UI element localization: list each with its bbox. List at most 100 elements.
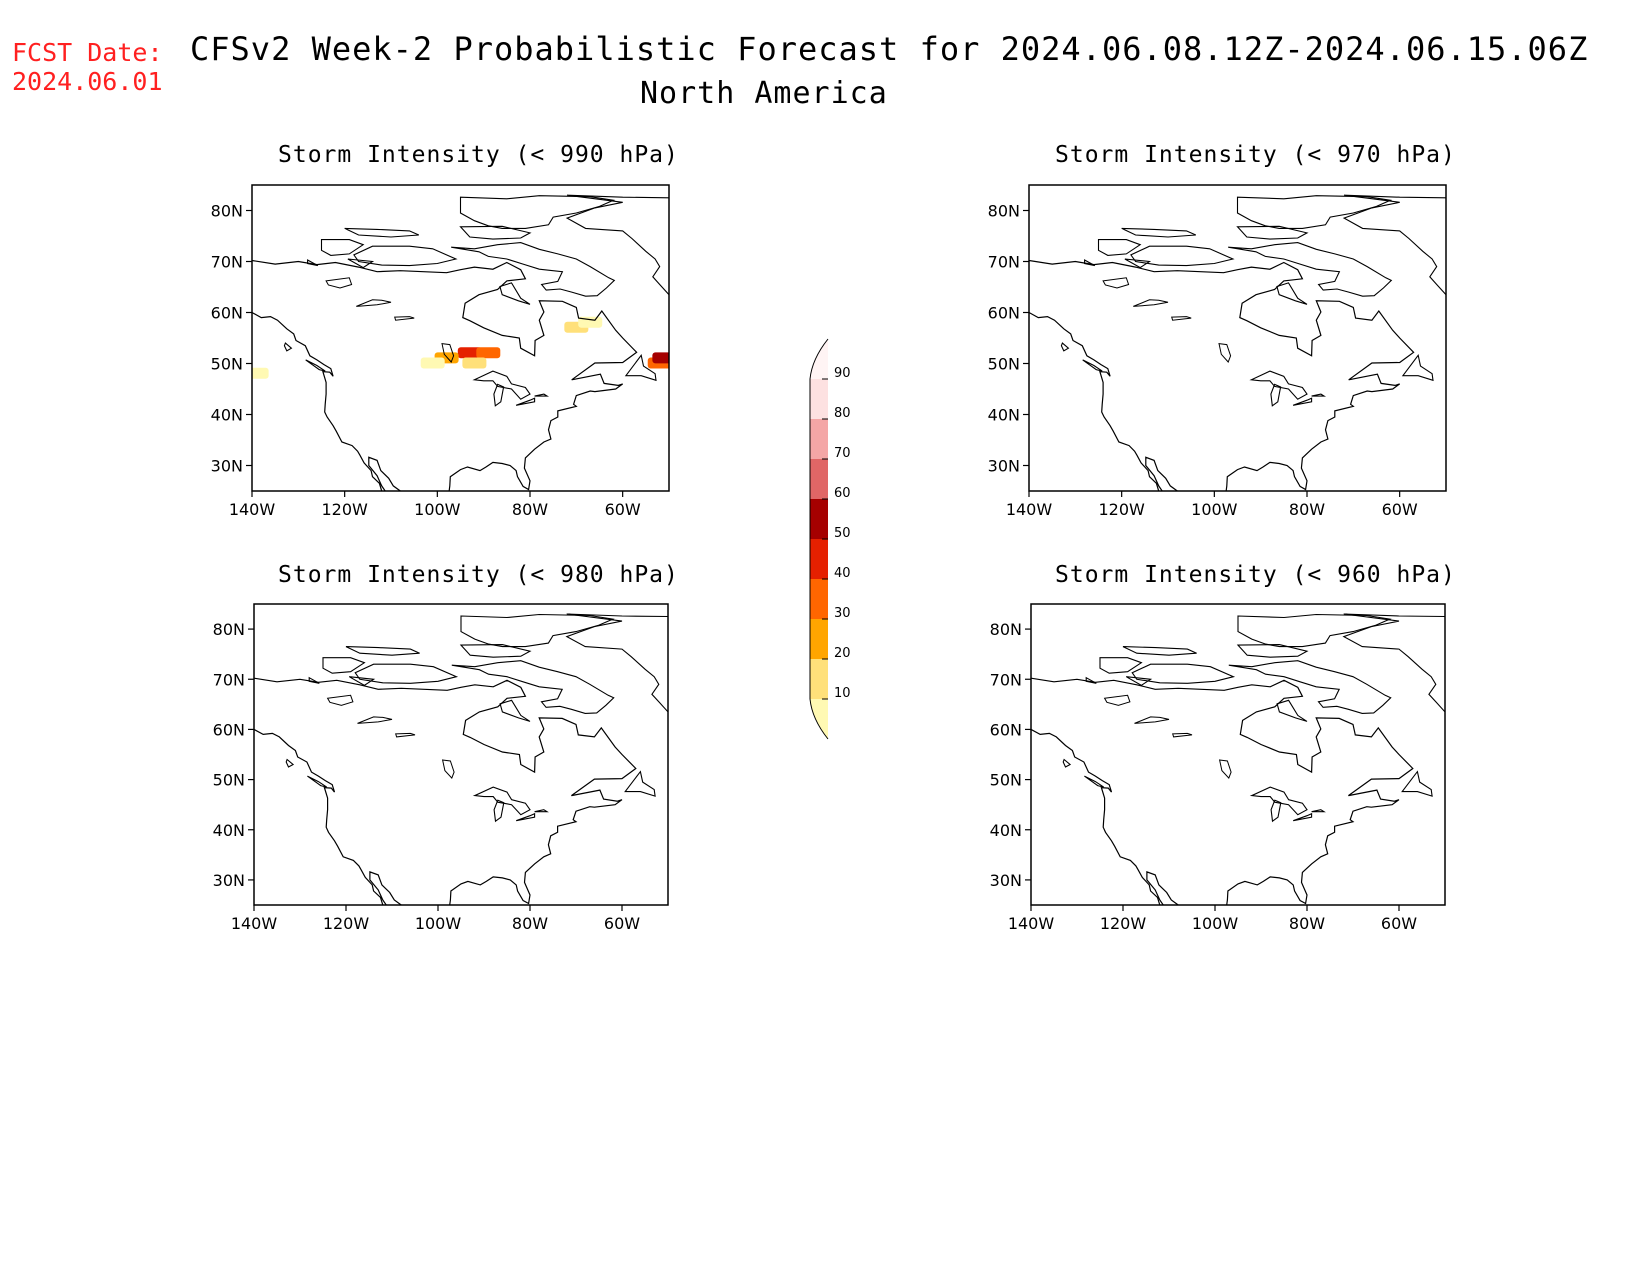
lat-tick-label: 50N	[990, 771, 1022, 790]
colorbar-segment	[810, 619, 828, 659]
colorbar-low-extension	[810, 699, 828, 739]
island-outline	[1236, 225, 1309, 240]
lon-tick-label: 100W	[1191, 500, 1238, 519]
island-outline	[307, 259, 319, 267]
lake-outline	[356, 299, 392, 307]
lat-tick-label: 40N	[211, 406, 243, 425]
island-outline	[1122, 646, 1197, 656]
island-outline	[1062, 758, 1072, 768]
island-outline	[624, 770, 656, 797]
colorbar-label: 20	[834, 646, 851, 661]
island-outline	[565, 194, 669, 296]
map-frame	[253, 603, 669, 906]
map-panel-970: 80N 70N 60N 50N 40N 30N 140W 120W 100W 80W 60W	[988, 184, 1447, 519]
island-outline	[451, 242, 616, 297]
island-outline	[459, 644, 532, 658]
lat-tick-label: 70N	[211, 253, 243, 272]
island-outline	[344, 227, 420, 238]
island-outline	[1228, 660, 1392, 714]
lat-tick-label: 80N	[211, 202, 243, 221]
fcst-date: 2024.06.01	[12, 67, 163, 96]
fcst-label: FCST Date:	[12, 38, 163, 67]
island-outline	[499, 699, 531, 722]
island-outline	[1082, 359, 1103, 372]
lake-outline	[394, 316, 415, 321]
lat-tick-label: 60N	[211, 304, 243, 323]
colorbar-segment	[810, 459, 828, 499]
coastline	[1029, 259, 1415, 491]
lat-tick-label: 40N	[990, 821, 1022, 840]
lon-tick-label: 100W	[1192, 914, 1239, 933]
colorbar-segment	[810, 379, 828, 419]
lon-tick-label: 100W	[415, 914, 462, 933]
island-outline	[322, 657, 366, 674]
panel-title-980: Storm Intensity (< 980 hPa)	[278, 562, 679, 588]
lat-tick-label: 50N	[213, 771, 245, 790]
lat-tick-label: 30N	[211, 457, 243, 476]
lon-tick-label: 140W	[1008, 914, 1055, 933]
island-outline	[472, 370, 531, 400]
island-outline	[472, 786, 531, 816]
lake-outline	[1103, 694, 1131, 706]
island-outline	[1276, 282, 1308, 305]
lat-tick-label: 30N	[213, 871, 245, 890]
island-outline	[499, 282, 531, 305]
colorbar-segment	[810, 579, 828, 619]
island-outline	[1228, 242, 1393, 297]
island-outline	[1249, 370, 1308, 400]
island-outline	[307, 775, 328, 788]
island-outline	[1097, 239, 1142, 256]
probability-cell	[578, 316, 603, 328]
probability-cell	[457, 347, 482, 359]
island-outline	[1342, 613, 1445, 713]
probability-cell	[476, 347, 501, 359]
island-outline	[1099, 657, 1143, 674]
map-frame	[1030, 603, 1446, 906]
colorbar-segment	[810, 539, 828, 579]
island-outline	[534, 809, 549, 813]
island-outline	[1060, 342, 1070, 352]
island-outline	[516, 812, 536, 822]
island-outline	[347, 258, 375, 269]
lon-tick-label: 120W	[321, 500, 368, 519]
lon-tick-label: 60W	[1381, 914, 1417, 933]
island-outline	[345, 646, 420, 656]
colorbar-high-extension	[810, 339, 828, 379]
lon-tick-label: 120W	[1098, 500, 1145, 519]
lon-tick-label: 140W	[1006, 500, 1053, 519]
lat-tick-label: 60N	[988, 304, 1020, 323]
map-frame	[251, 184, 670, 492]
lake-outline	[1102, 277, 1130, 289]
island-outline	[451, 660, 615, 714]
lon-tick-label: 80W	[512, 500, 548, 519]
coastline	[252, 259, 638, 491]
lat-tick-label: 60N	[213, 720, 245, 739]
island-outline	[354, 663, 459, 684]
map-frame	[1028, 184, 1447, 492]
island-outline	[624, 354, 657, 382]
island-outline	[308, 676, 320, 684]
lake-outline	[441, 343, 455, 363]
island-outline	[459, 195, 616, 229]
lake-outline	[1134, 716, 1170, 724]
colorbar-label: 10	[834, 686, 851, 701]
lat-tick-label: 70N	[213, 670, 245, 689]
lat-tick-label: 70N	[990, 670, 1022, 689]
lon-tick-label: 100W	[414, 500, 461, 519]
island-outline	[1236, 644, 1309, 658]
island-outline	[1124, 258, 1152, 269]
island-outline	[1293, 812, 1313, 822]
colorbar-label: 60	[834, 486, 851, 501]
probability-colorbar: 10 20 30 40 50 60 70 80 90	[809, 338, 851, 740]
island-outline	[1121, 227, 1197, 238]
map-panel-990: 80N 70N 60N 50N 40N 30N 140W 120W 100W 80W 60W	[211, 184, 670, 519]
lon-tick-label: 120W	[1100, 914, 1147, 933]
island-outline	[1401, 354, 1434, 382]
colorbar-segment	[810, 659, 828, 699]
island-outline	[1270, 383, 1282, 407]
island-outline	[1311, 393, 1327, 397]
lat-tick-label: 80N	[213, 620, 245, 639]
lon-tick-label: 60W	[605, 500, 641, 519]
lat-tick-label: 50N	[988, 355, 1020, 374]
panel-title-990: Storm Intensity (< 990 hPa)	[278, 142, 679, 168]
